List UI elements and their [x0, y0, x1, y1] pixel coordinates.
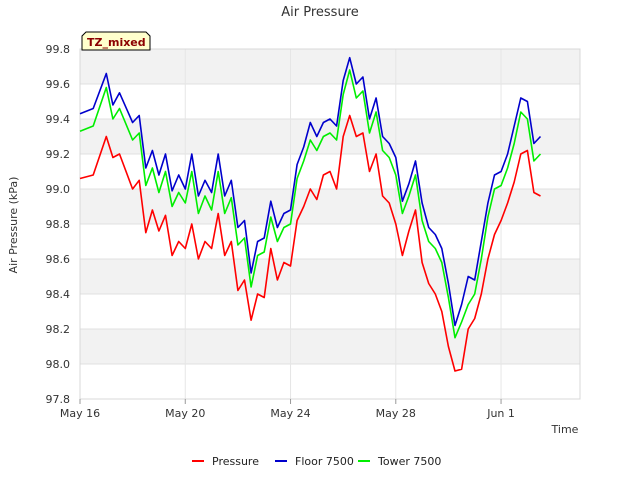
- y-tick-label: 99.8: [46, 43, 71, 56]
- legend-label-tower-7500: Tower 7500: [377, 455, 441, 468]
- x-tick-label: May 16: [60, 407, 100, 420]
- y-tick-label: 99.2: [46, 148, 71, 161]
- plot-area-frame: [79, 48, 581, 400]
- y-tick-label: 99.4: [46, 113, 71, 126]
- timezone-badge-box: [81, 31, 151, 51]
- x-tick-label: May 28: [376, 407, 416, 420]
- legend: Pressure Floor 7500 Tower 7500: [192, 455, 441, 468]
- x-tick-label: May 20: [165, 407, 205, 420]
- chart-title: Air Pressure: [281, 5, 359, 20]
- y-tick-label: 98.4: [46, 288, 71, 301]
- x-axis-title: Time: [551, 423, 579, 436]
- series-lines: [79, 56, 542, 372]
- y-axis-ticks: 97.8 98.0 98.2 98.4 98.6 98.8 99.0 99.2 99.4 99.6…: [46, 43, 71, 406]
- x-axis-ticks: May 16 May 20 May 24 May 28 Jun 1: [60, 399, 515, 420]
- y-tick-label: 98.8: [46, 218, 71, 231]
- x-tick-label: May 24: [270, 407, 310, 420]
- y-axis-title: Air Pressure (kPa): [7, 177, 20, 274]
- series-line-floor-7500: [79, 56, 542, 327]
- timezone-badge-label: TZ_mixed: [87, 36, 146, 49]
- y-tick-label: 97.8: [46, 393, 71, 406]
- series-line-tower-7500: [79, 69, 542, 339]
- grid-band: [80, 119, 580, 154]
- y-tick-label: 99.0: [46, 183, 71, 196]
- y-tick-label: 98.0: [46, 358, 71, 371]
- legend-label-pressure: Pressure: [212, 455, 259, 468]
- grid-bands: [80, 49, 580, 364]
- legend-label-floor-7500: Floor 7500: [295, 455, 354, 468]
- grid-band: [80, 329, 580, 364]
- grid-band: [80, 49, 580, 84]
- y-tick-label: 98.2: [46, 323, 71, 336]
- timezone-badge: TZ_mixed: [81, 31, 151, 51]
- x-tick-label: Jun 1: [486, 407, 515, 420]
- y-tick-label: 99.6: [46, 78, 71, 91]
- grid-band: [80, 189, 580, 224]
- series-line-pressure: [79, 114, 541, 372]
- grid-band: [80, 259, 580, 294]
- y-tick-label: 98.6: [46, 253, 71, 266]
